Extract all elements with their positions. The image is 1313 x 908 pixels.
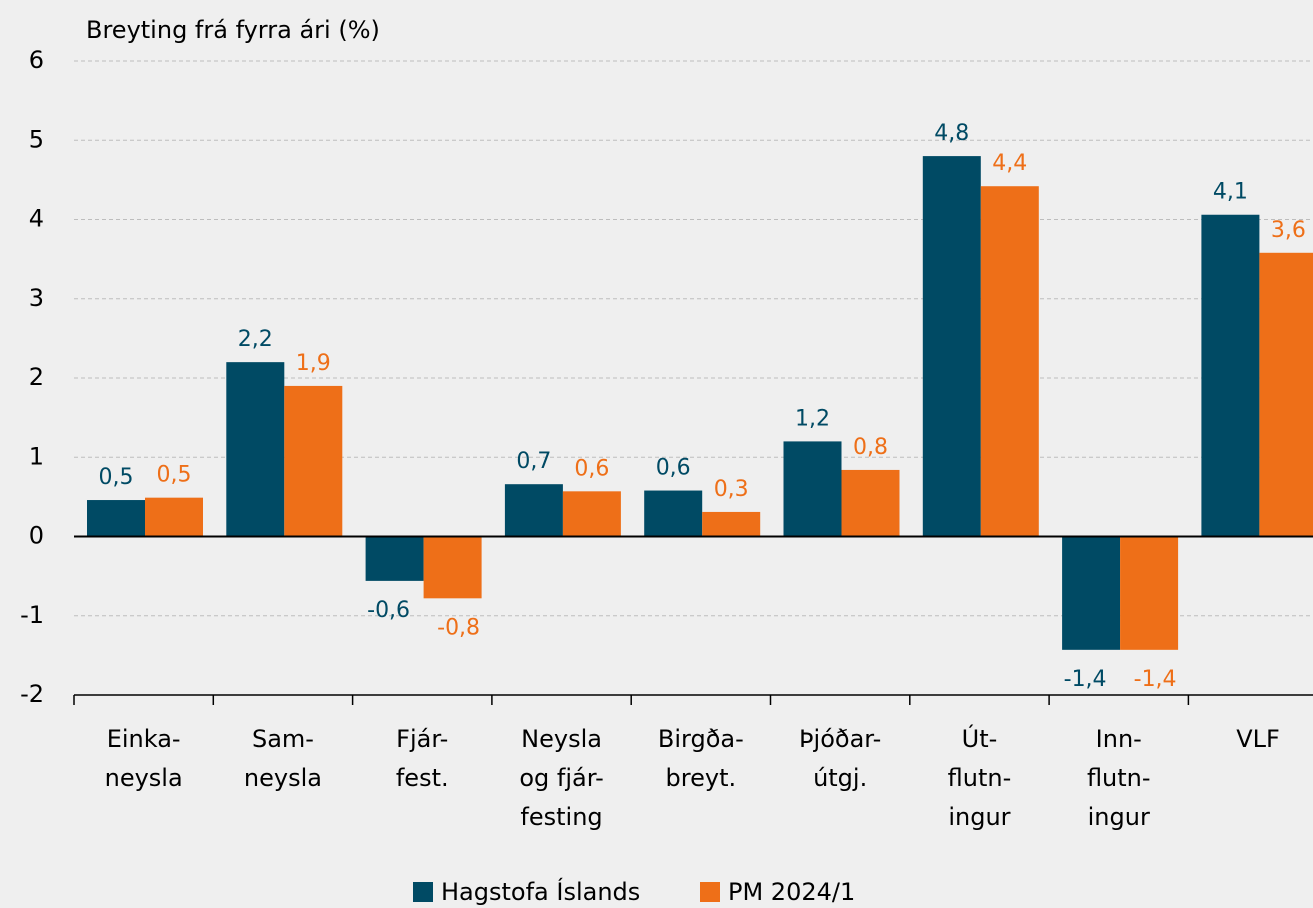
bar <box>783 441 842 537</box>
y-tick-label: 5 <box>29 125 44 153</box>
x-tick-label: VLF <box>1236 725 1280 753</box>
bar <box>87 500 145 537</box>
x-tick-label: Inn- <box>1096 725 1142 753</box>
bar <box>922 156 981 537</box>
x-tick-label: ingur <box>1088 803 1150 831</box>
y-tick-label: 6 <box>29 46 44 74</box>
x-tick-label: og fjár- <box>519 764 603 792</box>
bar <box>841 469 900 537</box>
x-tick-label: Birgða- <box>658 725 744 753</box>
y-tick-label: 0 <box>29 522 44 550</box>
x-tick-label: breyt. <box>666 764 737 792</box>
bar <box>702 511 761 537</box>
y-tick-label: -2 <box>20 680 44 708</box>
bar <box>1062 536 1121 650</box>
bar <box>365 536 424 581</box>
x-tick-label: neysla <box>244 764 322 792</box>
x-tick-label: Út- <box>962 723 998 753</box>
x-tick-label: flutn- <box>948 764 1012 792</box>
value-label: 0,5 <box>99 465 134 490</box>
value-label: 0,6 <box>574 456 609 481</box>
bar <box>644 490 703 537</box>
y-tick-label: 4 <box>29 205 44 233</box>
legend-label: PM 2024/1 <box>728 878 855 906</box>
bar <box>1201 214 1260 537</box>
x-tick-label: Einka- <box>107 725 181 753</box>
value-label: -1,4 <box>1134 667 1177 692</box>
x-tick-label: útgj. <box>813 764 867 792</box>
bar <box>145 497 203 537</box>
legend-swatch <box>413 882 433 902</box>
value-label: -1,4 <box>1064 667 1107 692</box>
value-label: 1,2 <box>795 406 830 431</box>
y-axis-label: Breyting frá fyrra ári (%) <box>86 16 380 44</box>
value-label: 0,5 <box>157 463 192 488</box>
bar <box>1259 252 1313 537</box>
x-tick-label: fest. <box>396 764 449 792</box>
bar <box>504 484 563 537</box>
x-tick-label: Sam- <box>252 725 314 753</box>
x-tick-label: neysla <box>105 764 183 792</box>
value-label: 4,1 <box>1213 180 1248 205</box>
x-tick-label: ingur <box>948 803 1010 831</box>
bar <box>423 536 482 599</box>
value-label: 0,3 <box>714 477 749 502</box>
x-tick-label: festing <box>520 803 602 831</box>
value-label: 0,8 <box>853 435 888 460</box>
bar <box>562 491 621 537</box>
y-tick-label: 3 <box>29 284 44 312</box>
legend-label: Hagstofa Íslands <box>441 877 640 906</box>
value-label: 4,8 <box>934 121 969 146</box>
value-label: 0,7 <box>516 449 551 474</box>
y-tick-label: 1 <box>29 442 44 470</box>
x-tick-label: Þjóðar- <box>799 725 881 753</box>
y-tick-label: 2 <box>29 363 44 391</box>
value-label: -0,8 <box>437 615 480 640</box>
y-tick-label: -1 <box>20 601 44 629</box>
value-label: 4,4 <box>992 151 1027 176</box>
bar <box>284 385 343 537</box>
value-label: -0,6 <box>367 598 410 623</box>
x-tick-label: Fjár- <box>396 725 448 753</box>
bar <box>226 362 285 537</box>
legend-swatch <box>700 882 720 902</box>
value-label: 1,9 <box>296 351 331 376</box>
value-label: 0,6 <box>656 456 691 481</box>
value-label: 2,2 <box>238 327 273 352</box>
x-tick-label: flutn- <box>1087 764 1151 792</box>
x-tick-label: Neysla <box>521 725 602 753</box>
bar <box>980 186 1039 537</box>
bar <box>1120 536 1179 650</box>
value-label: 3,6 <box>1271 218 1306 243</box>
